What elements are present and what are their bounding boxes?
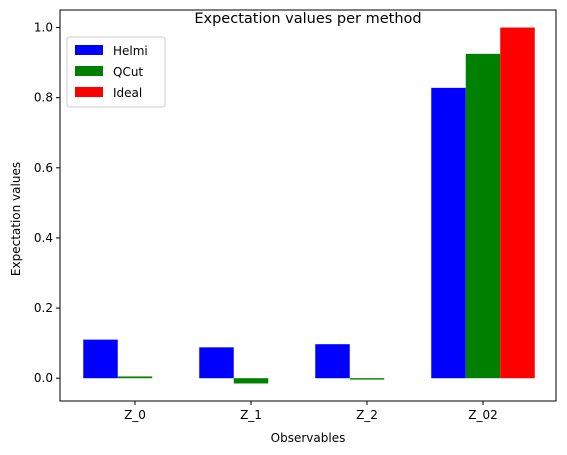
y-tick-label: 0.6 [34, 161, 53, 175]
y-axis-ticks: 0.0 0.2 0.4 0.6 0.8 1.0 [34, 21, 60, 385]
plot-frame [59, 9, 557, 402]
x-tick-label: Z_1 [240, 408, 262, 422]
legend-swatch-helmi [75, 45, 103, 55]
legend: Helmi QCut Ideal [66, 36, 166, 108]
bar-helmi-z_1 [199, 347, 234, 379]
legend-label-ideal: Ideal [113, 86, 142, 100]
bar-helmi-z_2 [315, 344, 350, 379]
y-tick-label: 0.2 [34, 301, 53, 315]
bar-ideal-z_02 [500, 27, 535, 379]
x-tick-label: Z_0 [124, 408, 146, 422]
bar-qcut-z_1 [233, 378, 269, 384]
bars [83, 27, 535, 384]
x-axis-ticks: Z_0 Z_1 Z_2 Z_02 [124, 401, 498, 422]
legend-label-qcut: QCut [113, 65, 143, 79]
x-axis-label: Observables [271, 431, 346, 445]
y-tick-label: 1.0 [34, 21, 53, 35]
x-tick-label: Z_2 [356, 408, 378, 422]
y-tick-label: 0.0 [34, 371, 53, 385]
y-tick-label: 0.4 [34, 231, 53, 245]
legend-label-helmi: Helmi [113, 44, 148, 58]
bar-helmi-z_02 [431, 87, 466, 379]
x-tick-label: Z_02 [468, 408, 498, 422]
chart-title: Expectation values per method [194, 11, 421, 27]
y-tick-label: 0.8 [34, 91, 53, 105]
bar-qcut-z_02 [465, 53, 501, 379]
bar-qcut-z_2 [349, 378, 385, 380]
bar-helmi-z_0 [83, 339, 118, 379]
legend-swatch-qcut [75, 66, 103, 76]
legend-swatch-ideal [75, 87, 103, 97]
bar-qcut-z_0 [117, 376, 153, 379]
y-axis-label: Expectation values [9, 162, 23, 276]
